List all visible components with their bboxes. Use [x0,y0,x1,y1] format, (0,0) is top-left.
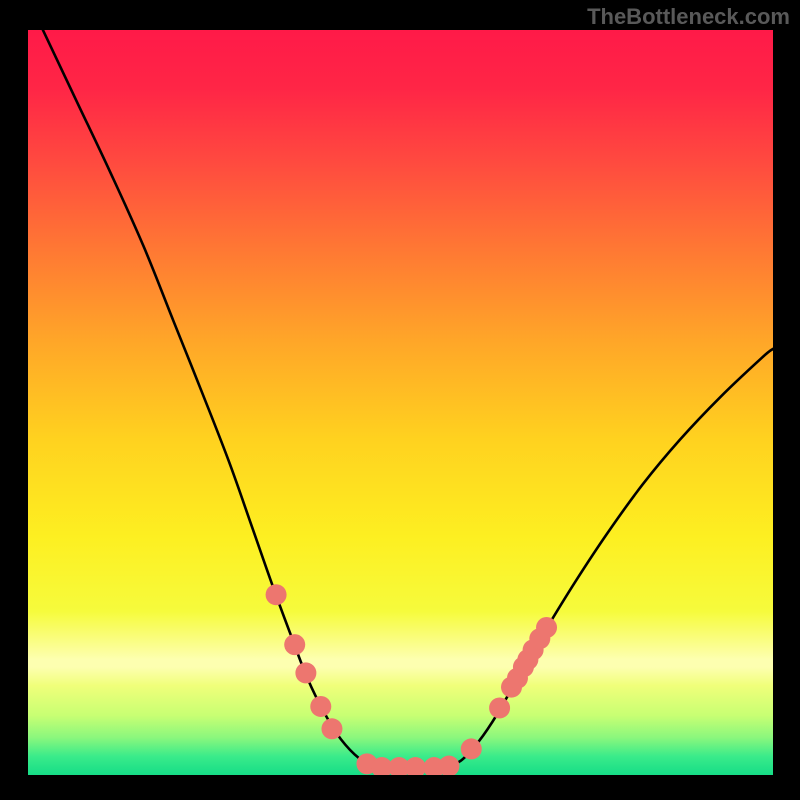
chart-svg [0,0,800,800]
data-marker [284,634,305,655]
plot-background [28,30,773,775]
data-marker [266,584,287,605]
data-marker [489,697,510,718]
data-marker [310,696,331,717]
watermark-text: TheBottleneck.com [587,4,790,30]
data-marker [405,757,426,778]
data-marker [438,756,459,777]
stage: TheBottleneck.com [0,0,800,800]
data-marker [321,718,342,739]
data-marker [536,617,557,638]
data-marker [295,662,316,683]
data-marker [461,738,482,759]
